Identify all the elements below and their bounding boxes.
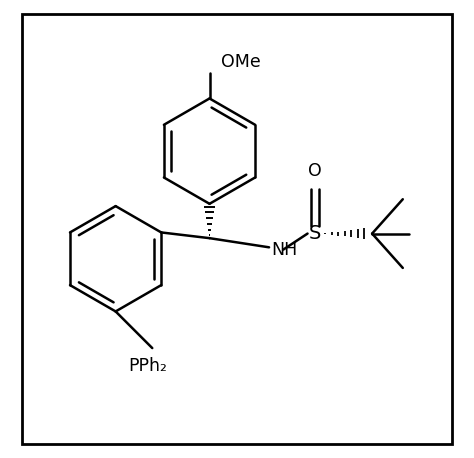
Text: S: S — [309, 224, 321, 243]
Text: OMe: OMe — [221, 53, 261, 71]
Text: NH: NH — [271, 240, 298, 259]
Text: PPh₂: PPh₂ — [128, 357, 167, 375]
Text: O: O — [308, 162, 322, 180]
